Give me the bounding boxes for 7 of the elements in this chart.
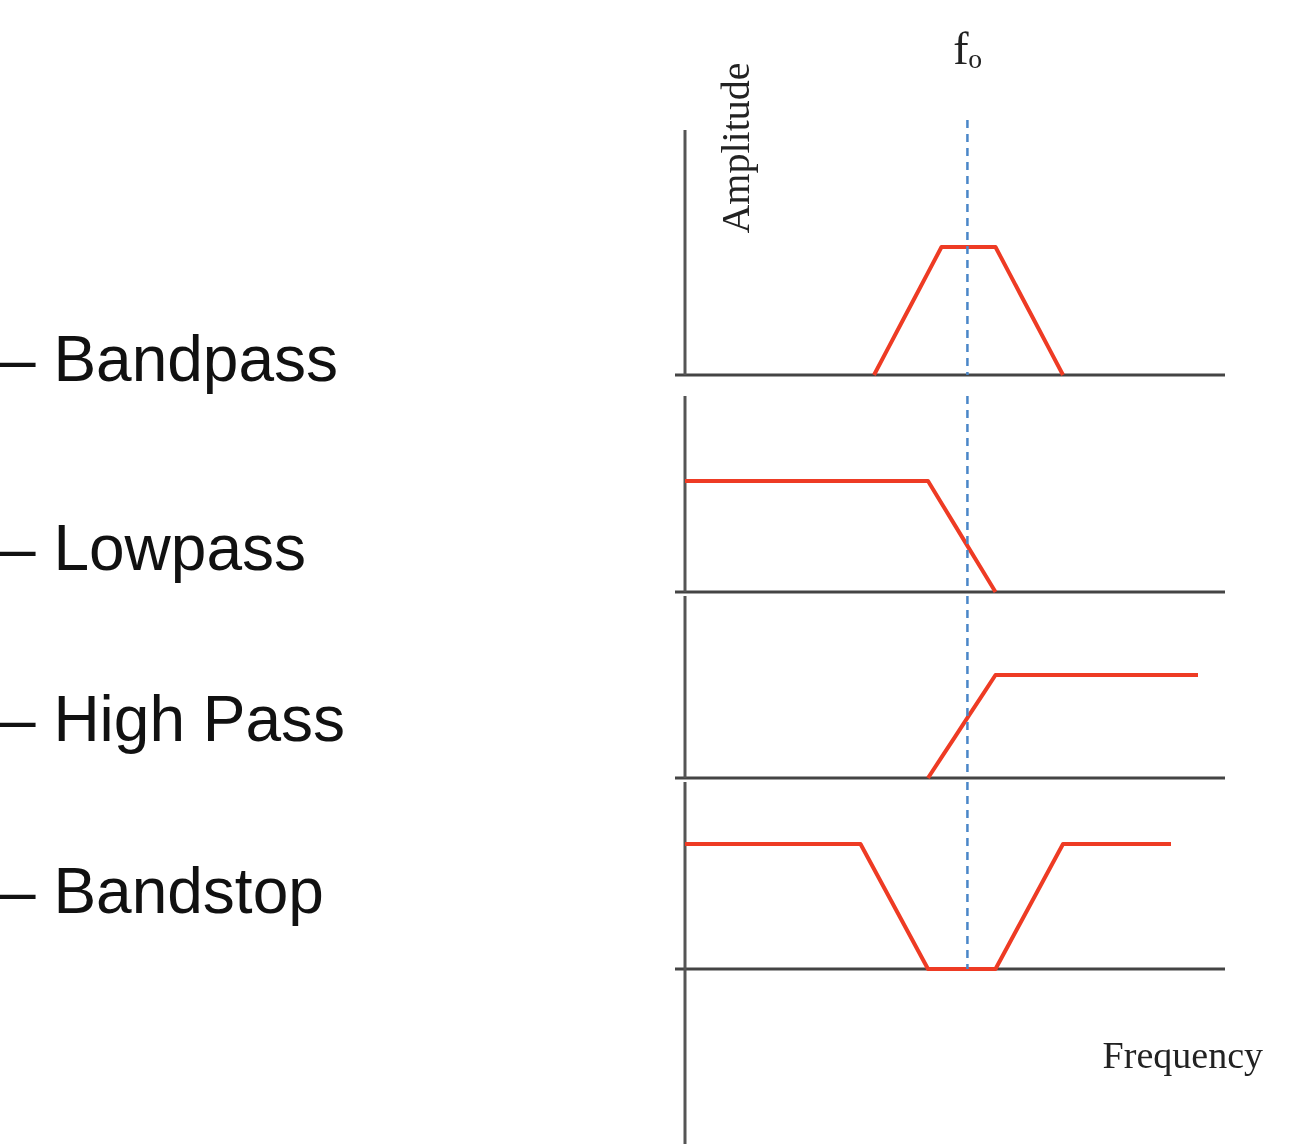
text: – Bandpass [0,323,339,395]
x-axis-title: Frequency [1102,1034,1263,1076]
chart-title: – High Pass [0,683,346,755]
text: – Lowpass [0,512,306,584]
y-axis-title: Amplitude [713,62,758,234]
text: fₒ [953,23,982,74]
text: – Bandstop [0,855,324,927]
